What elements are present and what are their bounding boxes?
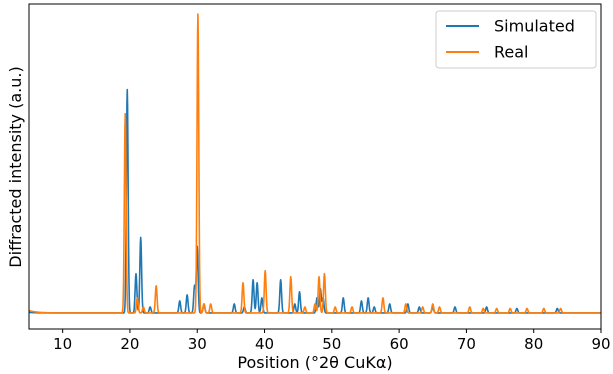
x-tick-label: 70	[457, 335, 476, 353]
x-tick-label: 30	[188, 335, 207, 353]
x-tick-label: 10	[53, 335, 72, 353]
x-tick-label: 60	[390, 335, 409, 353]
plot-frame	[28, 3, 602, 330]
series-line-real	[28, 13, 602, 314]
x-tick-label: 50	[322, 335, 341, 353]
x-tick-label: 20	[120, 335, 139, 353]
y-axis-label: Diffracted intensity (a.u.)	[6, 66, 25, 267]
legend-label-real: Real	[494, 43, 529, 62]
legend: Simulated Real	[435, 10, 597, 69]
x-tick-label: 40	[255, 335, 274, 353]
x-tick-label: 80	[524, 335, 543, 353]
series-line-simulated	[28, 88, 602, 314]
x-axis-ticks: 10 20 30 40 50 60 70 80 90	[53, 329, 611, 353]
series-layer	[28, 13, 602, 314]
legend-label-simulated: Simulated	[494, 17, 575, 36]
x-axis-label: Position (°2θ CuKα)	[237, 353, 392, 372]
x-tick-label: 90	[591, 335, 610, 353]
